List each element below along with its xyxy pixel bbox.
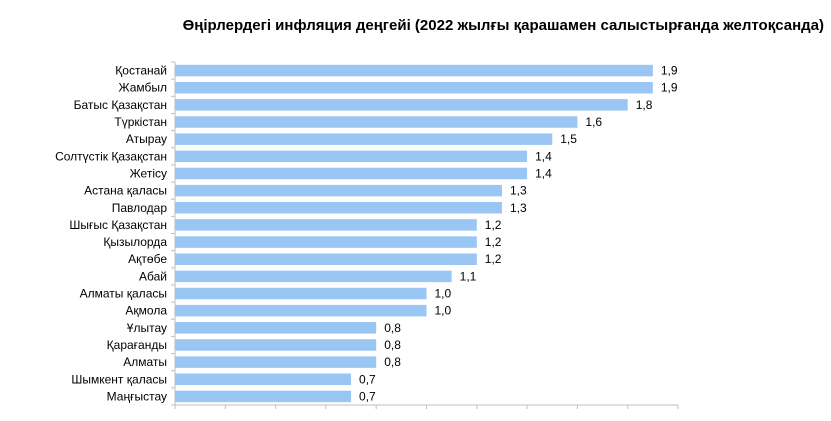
value-label: 0,8 (384, 338, 401, 352)
value-label: 0,8 (384, 321, 401, 335)
category-label: Маңғыстау (107, 389, 167, 403)
bar-7 (175, 184, 502, 197)
bar-11 (175, 253, 477, 265)
value-label: 1,1 (460, 269, 477, 283)
value-label: 0,7 (359, 389, 376, 403)
value-label: 0,7 (359, 372, 376, 386)
category-label: Шығыс Қазақстан (69, 218, 167, 232)
category-label: Жетісу (130, 166, 167, 180)
category-label: Ақтөбе (128, 252, 167, 266)
bar-18 (175, 373, 352, 386)
value-label: 1,3 (510, 184, 527, 198)
bar-4 (175, 133, 553, 145)
value-label: 1,9 (661, 81, 678, 95)
value-label: 1,9 (661, 64, 678, 78)
category-label: Абай (139, 269, 167, 283)
category-label: Қызылорда (103, 235, 167, 249)
bar-2 (175, 99, 628, 111)
category-label: Қарағанды (107, 338, 167, 352)
value-label: 1,4 (535, 166, 552, 180)
category-label: Батыс Қазақстан (74, 98, 167, 112)
bar-6 (175, 167, 528, 180)
bar-9 (175, 219, 477, 231)
category-label: Атырау (126, 132, 167, 146)
bar-13 (175, 287, 427, 300)
bar-0 (175, 64, 653, 77)
value-label: 0,8 (384, 355, 401, 369)
value-label: 1,0 (435, 287, 452, 301)
bar-17 (175, 356, 377, 368)
category-label: Алматы қаласы (80, 287, 167, 301)
value-label: 1,5 (560, 132, 577, 146)
bars-layer (175, 64, 653, 403)
category-labels-layer: Қостанай Жамбыл Батыс Қазақстан Түркістан Ат… (55, 64, 167, 404)
value-label: 1,4 (535, 149, 552, 163)
bar-5 (175, 150, 528, 163)
value-label: 1,2 (485, 218, 502, 232)
value-label: 1,2 (485, 252, 502, 266)
bar-15 (175, 322, 377, 334)
bar-19 (175, 390, 352, 403)
category-label: Ақмола (125, 304, 167, 318)
value-label: 1,8 (636, 98, 653, 112)
bar-8 (175, 202, 502, 214)
bar-12 (175, 270, 452, 283)
category-label: Ұлытау (127, 321, 167, 335)
category-label: Қостанай (115, 64, 167, 78)
value-labels-layer: 1,9 1,9 1,8 1,6 1,5 1,4 1,4 1,3 1,3 1,2 1,2 1,2 1,1 1… (359, 64, 678, 404)
chart-title: Өңірлердегі инфляция деңгейі (2022 жылғы… (183, 17, 824, 34)
category-label: Солтүстік Қазақстан (55, 149, 167, 163)
category-label: Алматы (123, 355, 167, 369)
bar-10 (175, 236, 477, 248)
value-label: 1,3 (510, 201, 527, 215)
category-label: Павлодар (112, 201, 168, 215)
bar-1 (175, 81, 653, 94)
category-label: Шымкент қаласы (71, 372, 167, 386)
category-label: Түркістан (114, 115, 167, 129)
value-label: 1,0 (435, 304, 452, 318)
value-label: 1,6 (585, 115, 602, 129)
bar-14 (175, 304, 427, 317)
axis-layer (171, 61, 679, 409)
value-label: 1,2 (485, 235, 502, 249)
bar-16 (175, 339, 377, 351)
category-label: Астана қаласы (84, 184, 167, 198)
bar-3 (175, 116, 578, 128)
category-label: Жамбыл (118, 81, 167, 95)
